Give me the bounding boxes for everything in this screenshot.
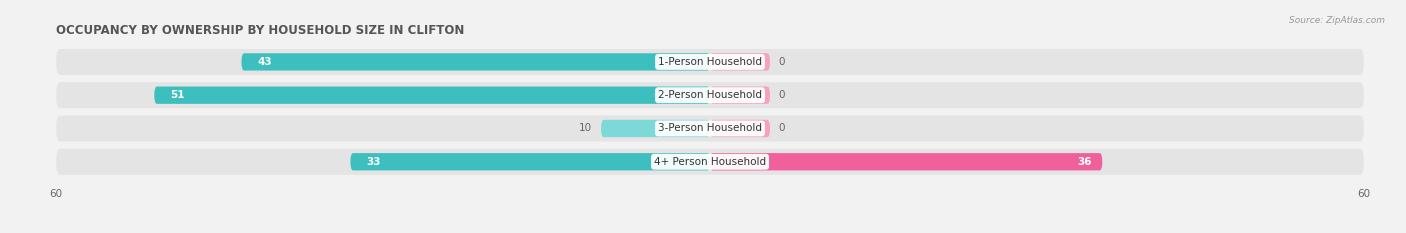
Text: 51: 51 (170, 90, 186, 100)
FancyBboxPatch shape (242, 53, 710, 71)
Legend: Owner-occupied, Renter-occupied: Owner-occupied, Renter-occupied (603, 231, 817, 233)
FancyBboxPatch shape (602, 120, 710, 137)
Text: 0: 0 (779, 90, 785, 100)
FancyBboxPatch shape (56, 49, 1364, 75)
Text: 3-Person Household: 3-Person Household (658, 123, 762, 134)
Text: Source: ZipAtlas.com: Source: ZipAtlas.com (1289, 16, 1385, 25)
FancyBboxPatch shape (155, 86, 710, 104)
FancyBboxPatch shape (56, 82, 1364, 108)
Text: 43: 43 (257, 57, 273, 67)
Text: 33: 33 (367, 157, 381, 167)
Text: 0: 0 (779, 57, 785, 67)
Text: 0: 0 (779, 123, 785, 134)
Text: 4+ Person Household: 4+ Person Household (654, 157, 766, 167)
FancyBboxPatch shape (710, 153, 1102, 170)
Text: 36: 36 (1077, 157, 1091, 167)
FancyBboxPatch shape (710, 53, 770, 71)
Text: OCCUPANCY BY OWNERSHIP BY HOUSEHOLD SIZE IN CLIFTON: OCCUPANCY BY OWNERSHIP BY HOUSEHOLD SIZE… (56, 24, 464, 37)
FancyBboxPatch shape (710, 120, 770, 137)
FancyBboxPatch shape (710, 86, 770, 104)
Text: 1-Person Household: 1-Person Household (658, 57, 762, 67)
FancyBboxPatch shape (56, 116, 1364, 141)
FancyBboxPatch shape (350, 153, 710, 170)
Text: 2-Person Household: 2-Person Household (658, 90, 762, 100)
Text: 10: 10 (579, 123, 592, 134)
FancyBboxPatch shape (56, 149, 1364, 175)
